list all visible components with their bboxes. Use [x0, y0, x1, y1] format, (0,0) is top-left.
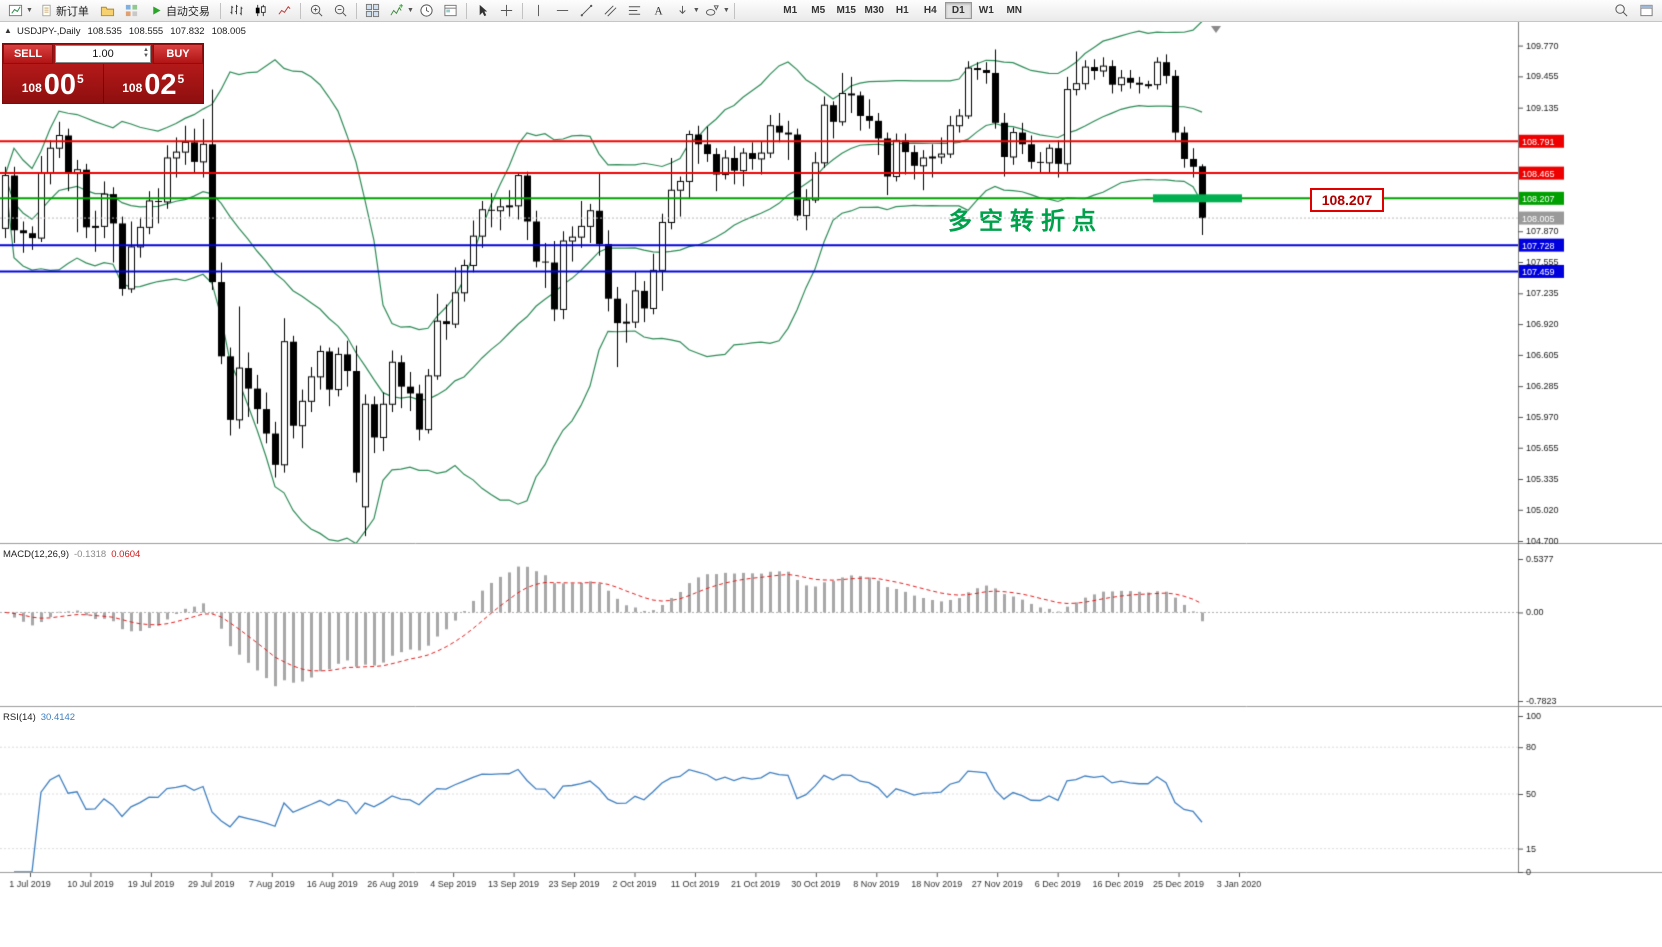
autotrade-play-icon [153, 6, 161, 15]
sell-button[interactable]: SELL [3, 44, 53, 64]
new-order-label: 新订单 [55, 5, 89, 18]
ohlc-high: 108.555 [128, 26, 164, 37]
text-tool-icon[interactable]: A [647, 1, 670, 21]
macd-indicator-label: MACD(12,26,9) -0.1318 0.0604 [3, 549, 140, 560]
tile-windows-icon[interactable] [361, 1, 384, 21]
toolbar-separator [219, 2, 221, 19]
sell-price-big: 00 [43, 69, 77, 101]
symbol-label: USDJPY-,Daily [17, 26, 81, 37]
volume-stepper[interactable]: ▲ ▼ [143, 47, 149, 59]
buy-price-big: 02 [144, 69, 177, 101]
rsi-name: RSI(14) [3, 712, 36, 723]
timeframe-m15[interactable]: M15 [833, 2, 860, 19]
timeframe-mn[interactable]: MN [1001, 2, 1028, 19]
trendline-tool-icon[interactable] [575, 1, 598, 21]
new-chart-icon[interactable] [4, 1, 27, 21]
zoom-in-icon[interactable] [305, 1, 328, 21]
buy-button[interactable]: BUY [153, 44, 203, 64]
toolbar-right-group [1610, 1, 1658, 21]
indicators-icon[interactable] [385, 1, 408, 21]
timeframe-m30[interactable]: M30 [861, 2, 888, 19]
macd-value: -0.1318 [74, 549, 107, 560]
crosshair-icon[interactable] [495, 1, 518, 21]
price-chart-canvas[interactable] [0, 22, 1662, 947]
macd-signal-value: 0.0604 [111, 549, 141, 560]
one-click-trading-panel: SELL 1.00 ▲ ▼ BUY 108 00 5 108 02 5 [2, 43, 204, 104]
bar-chart-mode-icon[interactable] [225, 1, 248, 21]
timeframe-m5[interactable]: M5 [805, 2, 832, 19]
timeframe-h1[interactable]: H1 [889, 2, 916, 19]
chart-ohlc-header: USDJPY-,Daily 108.535 108.555 107.832 10… [17, 26, 246, 37]
ohlc-close: 108.005 [211, 26, 246, 37]
timeframe-m1[interactable]: M1 [777, 2, 804, 19]
sell-price-sup: 5 [77, 72, 84, 86]
shapes-dropdown-icon[interactable]: ▼ [722, 7, 730, 14]
timeframe-h4[interactable]: H4 [917, 2, 944, 19]
volume-input[interactable]: 1.00 ▲ ▼ [55, 45, 151, 63]
line-chart-mode-icon[interactable] [273, 1, 296, 21]
arrows-dropdown-icon[interactable]: ▼ [692, 7, 700, 14]
toolbar-separator [465, 2, 467, 19]
timeframe-bar: M1 M5 M15 M30 H1 H4 D1 W1 MN [777, 2, 1028, 19]
rsi-indicator-label: RSI(14) 30.4142 [3, 712, 75, 723]
vertical-line-tool-icon[interactable] [527, 1, 550, 21]
order-ticket-icon [42, 4, 51, 17]
periods-clock-icon[interactable] [415, 1, 438, 21]
pivot-annotation-text[interactable]: 多空转折点 [948, 208, 1103, 235]
volume-value: 1.00 [92, 48, 114, 60]
toolbar-separator [355, 2, 357, 19]
indicators-dropdown-icon[interactable]: ▼ [406, 7, 414, 14]
autotrade-label: 自动交易 [165, 5, 210, 18]
toolbar-separator [733, 2, 735, 19]
ohlc-low: 107.832 [170, 26, 205, 37]
channel-tool-icon[interactable] [599, 1, 622, 21]
svg-text:A: A [654, 5, 663, 17]
toolbar: ▼ 新订单 自动交易 ▼ A ▼ [0, 0, 1662, 22]
timeframe-d1[interactable]: D1 [944, 2, 972, 19]
buy-price[interactable]: 108 02 5 [102, 64, 204, 103]
candlestick-mode-icon[interactable] [249, 1, 272, 21]
search-icon[interactable] [1610, 1, 1633, 21]
shapes-tool-icon[interactable] [701, 1, 724, 21]
arrows-tool-icon[interactable] [671, 1, 694, 21]
autotrade-button[interactable]: 自动交易 [144, 2, 216, 20]
new-window-icon[interactable] [1635, 1, 1658, 21]
price-callout-box[interactable]: 108.207 [1310, 188, 1384, 212]
profiles-icon[interactable] [96, 1, 119, 21]
timeframe-w1[interactable]: W1 [973, 2, 1000, 19]
sell-price[interactable]: 108 00 5 [3, 64, 103, 103]
chart-window: ▲ USDJPY-,Daily 108.535 108.555 107.832 … [0, 22, 1662, 947]
sell-price-prefix: 108 [21, 81, 42, 95]
buy-price-sup: 5 [177, 72, 185, 86]
horizontal-line-tool-icon[interactable] [551, 1, 574, 21]
fibonacci-tool-icon[interactable] [623, 1, 646, 21]
new-chart-dropdown-icon[interactable]: ▼ [26, 7, 33, 14]
cursor-icon[interactable] [471, 1, 494, 21]
rsi-value: 30.4142 [40, 712, 76, 723]
zoom-out-icon[interactable] [329, 1, 352, 21]
ohlc-open: 108.535 [87, 26, 122, 37]
one-click-collapse-arrow[interactable]: ▲ [4, 26, 12, 35]
new-order-button[interactable]: 新订单 [34, 2, 95, 20]
macd-name: MACD(12,26,9) [3, 549, 69, 560]
toolbar-separator [299, 2, 301, 19]
toolbar-separator [521, 2, 523, 19]
volume-down-icon[interactable]: ▼ [143, 53, 149, 59]
templates-icon[interactable] [439, 1, 462, 21]
buy-price-prefix: 108 [122, 81, 143, 95]
market-watch-icon[interactable] [120, 1, 143, 21]
volume-up-icon[interactable]: ▲ [143, 47, 149, 53]
